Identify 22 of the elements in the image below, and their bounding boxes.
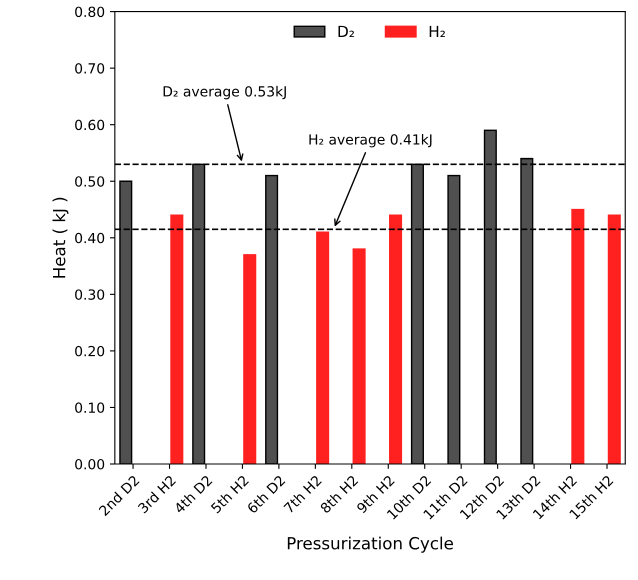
y-tick-label: 0.70 <box>75 63 104 74</box>
bar <box>571 208 584 464</box>
y-tick-label: 0.30 <box>75 289 104 300</box>
x-axis-title: Pressurization Cycle <box>288 536 453 553</box>
bar <box>316 231 330 464</box>
legend-label: D₂ <box>338 26 354 38</box>
y-tick-label: 0.50 <box>75 176 104 187</box>
bar <box>243 254 256 464</box>
bar <box>608 214 621 464</box>
ref-line-label: H₂ average 0.41kJ <box>309 134 432 148</box>
y-axis-title: Heat ( kJ ) <box>52 198 69 278</box>
bar <box>389 214 402 464</box>
y-tick-label: 0.60 <box>75 120 104 130</box>
y-tick-label: 0.10 <box>75 402 104 413</box>
y-tick-label: 0.80 <box>75 6 104 18</box>
y-tick-label: 0.20 <box>75 346 104 356</box>
bar <box>352 248 366 464</box>
ref-line-label: D₂ average 0.53kJ <box>164 86 286 100</box>
legend-label: H₂ <box>430 26 445 38</box>
y-tick-label: 0.40 <box>75 232 104 244</box>
bar <box>170 214 184 464</box>
y-tick-label: 0.00 <box>75 458 104 470</box>
